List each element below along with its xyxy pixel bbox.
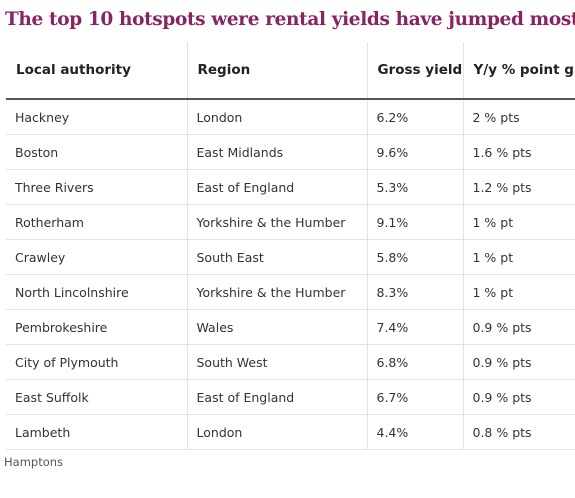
cell-region: Yorkshire & the Humber: [187, 274, 368, 310]
cell-yy-growth: 0.9 % pts: [463, 379, 575, 415]
cell-local-authority: North Lincolnshire: [6, 274, 188, 310]
table-row: North Lincolnshire Yorkshire & the Humbe…: [6, 274, 575, 310]
cell-yy-growth: 2 % pts: [463, 99, 575, 135]
column-header-gross-yield[interactable]: Gross yield: [367, 42, 464, 100]
table-row: Pembrokeshire Wales 7.4% 0.9 % pts: [6, 309, 575, 345]
table-row: Hackney London 6.2% 2 % pts: [6, 99, 575, 135]
cell-region: South East: [187, 239, 368, 275]
table-title: The top 10 hotspots were rental yields h…: [5, 9, 575, 30]
cell-region: East of England: [187, 169, 368, 205]
cell-gross-yield: 9.1%: [367, 204, 464, 240]
cell-local-authority: East Suffolk: [6, 379, 188, 415]
cell-local-authority: Three Rivers: [6, 169, 188, 205]
cell-gross-yield: 4.4%: [367, 414, 464, 450]
cell-yy-growth: 0.9 % pts: [463, 344, 575, 380]
cell-region: East Midlands: [187, 134, 368, 170]
cell-gross-yield: 8.3%: [367, 274, 464, 310]
cell-region: London: [187, 414, 368, 450]
table-row: Three Rivers East of England 5.3% 1.2 % …: [6, 169, 575, 205]
column-header-region[interactable]: Region: [187, 42, 368, 100]
cell-region: East of England: [187, 379, 368, 415]
rental-yield-table: Local authority Region Gross yield Y/y %…: [6, 42, 575, 450]
cell-yy-growth: 0.8 % pts: [463, 414, 575, 450]
cell-local-authority: Pembrokeshire: [6, 309, 188, 345]
table-row: Rotherham Yorkshire & the Humber 9.1% 1 …: [6, 204, 575, 240]
cell-local-authority: Hackney: [6, 99, 188, 135]
cell-yy-growth: 1.2 % pts: [463, 169, 575, 205]
table-row: Crawley South East 5.8% 1 % pt: [6, 239, 575, 275]
cell-gross-yield: 6.7%: [367, 379, 464, 415]
header-row: Local authority Region Gross yield Y/y %…: [6, 42, 575, 100]
cell-gross-yield: 9.6%: [367, 134, 464, 170]
cell-yy-growth: 0.9 % pts: [463, 309, 575, 345]
table-row: Lambeth London 4.4% 0.8 % pts: [6, 414, 575, 450]
cell-region: London: [187, 99, 368, 135]
cell-local-authority: City of Plymouth: [6, 344, 188, 380]
table-row: East Suffolk East of England 6.7% 0.9 % …: [6, 379, 575, 415]
cell-gross-yield: 5.3%: [367, 169, 464, 205]
cell-yy-growth: 1 % pt: [463, 239, 575, 275]
cell-gross-yield: 6.8%: [367, 344, 464, 380]
cell-yy-growth: 1 % pt: [463, 274, 575, 310]
cell-local-authority: Rotherham: [6, 204, 188, 240]
cell-local-authority: Boston: [6, 134, 188, 170]
cell-yy-growth: 1 % pt: [463, 204, 575, 240]
column-header-local-authority[interactable]: Local authority: [6, 42, 188, 100]
table-container[interactable]: Local authority Region Gross yield Y/y %…: [6, 42, 575, 450]
column-header-yy-growth[interactable]: Y/y % point growth: [463, 42, 575, 100]
table-row: Boston East Midlands 9.6% 1.6 % pts: [6, 134, 575, 170]
cell-local-authority: Lambeth: [6, 414, 188, 450]
cell-region: Yorkshire & the Humber: [187, 204, 368, 240]
cell-local-authority: Crawley: [6, 239, 188, 275]
cell-gross-yield: 6.2%: [367, 99, 464, 135]
cell-region: Wales: [187, 309, 368, 345]
source-credit: Hamptons: [4, 455, 64, 469]
table-row: City of Plymouth South West 6.8% 0.9 % p…: [6, 344, 575, 380]
cell-region: South West: [187, 344, 368, 380]
cell-gross-yield: 7.4%: [367, 309, 464, 345]
cell-yy-growth: 1.6 % pts: [463, 134, 575, 170]
cell-gross-yield: 5.8%: [367, 239, 464, 275]
